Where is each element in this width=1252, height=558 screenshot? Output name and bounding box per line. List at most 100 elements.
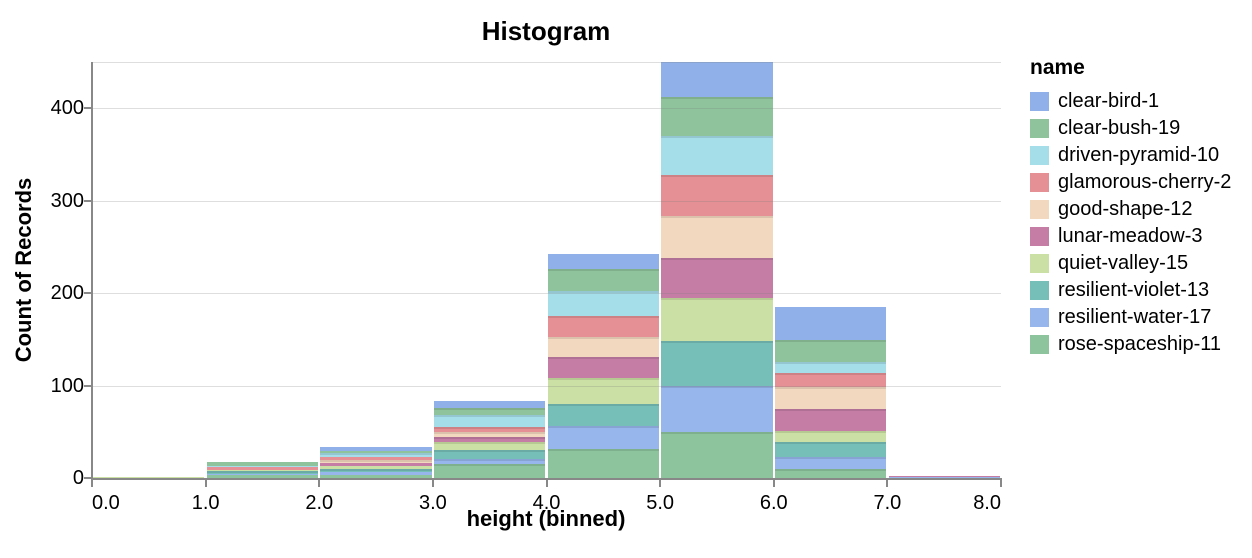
x-tick-label: 4.0	[532, 492, 561, 514]
bar-segment	[547, 254, 659, 270]
bar-segment	[547, 378, 659, 405]
x-tick-mark	[886, 480, 889, 487]
bar-segment	[774, 468, 887, 478]
x-tick-mark	[659, 480, 662, 487]
bar-segment	[661, 385, 773, 432]
bar-segment	[434, 450, 546, 459]
bar-segment	[888, 476, 1000, 478]
y-axis-line	[91, 62, 93, 480]
bar-segment	[661, 135, 773, 175]
legend-item: clear-bird-1	[1030, 90, 1250, 112]
x-tick-mark	[1000, 480, 1002, 487]
legend-item-label: good-shape-12	[1058, 198, 1193, 220]
x-tick-label: 6.0	[759, 492, 788, 514]
bar-segment	[434, 437, 546, 442]
y-tick-label: 200	[50, 282, 84, 305]
y-tick-mark	[84, 384, 91, 387]
bar-segment	[547, 291, 659, 317]
bar-segment	[888, 477, 1000, 478]
bar-segment	[434, 464, 546, 478]
y-tick-label: 400	[50, 97, 84, 120]
bar-segment	[320, 463, 432, 466]
x-axis-line	[91, 478, 1002, 480]
bar-segment	[547, 404, 659, 427]
bar-segment	[774, 387, 887, 409]
bar-segment	[434, 458, 546, 465]
bar-segment	[774, 362, 887, 373]
x-tick-mark	[431, 480, 434, 487]
legend-item-label: resilient-violet-13	[1058, 279, 1210, 301]
y-tick-mark	[84, 477, 91, 479]
legend-swatch-icon	[1030, 146, 1049, 165]
legend-item: resilient-violet-13	[1030, 279, 1250, 301]
bar-segment	[320, 453, 432, 457]
x-tick-mark	[91, 480, 93, 487]
y-tick-label: 100	[50, 374, 84, 397]
y-tick-mark	[84, 292, 91, 295]
x-axis-title: height (binned)	[466, 506, 626, 531]
bar-segment	[661, 341, 773, 386]
bar-segment	[547, 269, 659, 292]
legend-item-label: glamorous-cherry-2	[1058, 171, 1232, 193]
legend-item-label: rose-spaceship-11	[1058, 333, 1222, 355]
bar-segment	[320, 459, 432, 464]
legend-title: name	[1030, 56, 1085, 79]
bar-segment	[434, 441, 546, 451]
legend-item-label: clear-bush-19	[1058, 117, 1181, 139]
x-tick-mark	[318, 480, 321, 487]
bar-segment	[774, 408, 887, 431]
legend-item-label: quiet-valley-15	[1058, 252, 1189, 274]
bar-segment	[661, 216, 773, 258]
legend-items: clear-bird-1 clear-bush-19 driven-pyramid-…	[1030, 90, 1250, 355]
bar-segment	[206, 462, 319, 466]
bar-segment	[434, 407, 546, 416]
legend-swatch-icon	[1030, 281, 1049, 300]
bar-segment	[661, 62, 773, 98]
bar-segment	[320, 447, 432, 452]
legend-item-label: clear-bird-1	[1058, 90, 1160, 112]
x-tick-label: 0.0	[92, 492, 120, 514]
legend-swatch-icon	[1030, 119, 1049, 138]
legend-item: rose-spaceship-11	[1030, 333, 1250, 355]
bar-segment	[547, 316, 659, 338]
legend-item-label: lunar-meadow-3	[1058, 225, 1203, 247]
legend-swatch-icon	[1030, 335, 1049, 354]
x-tick-mark	[545, 480, 548, 487]
legend-swatch-icon	[1030, 92, 1049, 111]
bar-segment	[206, 469, 319, 471]
bar-segment	[661, 174, 773, 217]
bar-segment	[320, 472, 432, 476]
bar-segment	[774, 372, 887, 388]
bar-segment	[434, 401, 546, 408]
bar-segment	[774, 306, 887, 341]
legend-item: glamorous-cherry-2	[1030, 171, 1250, 193]
bar-segment	[206, 465, 319, 467]
legend-swatch-icon	[1030, 227, 1049, 246]
y-gridline	[92, 385, 1001, 387]
bar-segment	[661, 431, 773, 478]
legend: name clear-bird-1 clear-bush-19 driven-pyr…	[1030, 56, 1250, 354]
x-tick-label: 7.0	[873, 492, 902, 514]
bar-segment	[661, 297, 773, 342]
bar-segment	[547, 449, 659, 478]
bar-segment	[434, 431, 546, 438]
bar-segment	[547, 337, 659, 357]
y-gridline	[92, 200, 1001, 202]
bar-segment	[320, 456, 432, 460]
x-tick-label: 3.0	[418, 492, 447, 514]
y-axis-title: Count of Records	[11, 177, 36, 363]
x-tick-label: 1.0	[191, 492, 220, 514]
bar-segment	[320, 475, 432, 478]
bar-segment	[434, 415, 546, 428]
bar-segment	[661, 257, 773, 298]
x-tick-label: 8.0	[973, 492, 1001, 514]
bar-segment	[320, 451, 432, 454]
bar-segment	[206, 466, 319, 470]
legend-item: resilient-water-17	[1030, 307, 1250, 327]
x-tick-mark	[772, 480, 775, 487]
bar-segment	[206, 470, 319, 475]
legend-swatch-icon	[1030, 254, 1049, 273]
legend-swatch-icon	[1030, 173, 1049, 192]
